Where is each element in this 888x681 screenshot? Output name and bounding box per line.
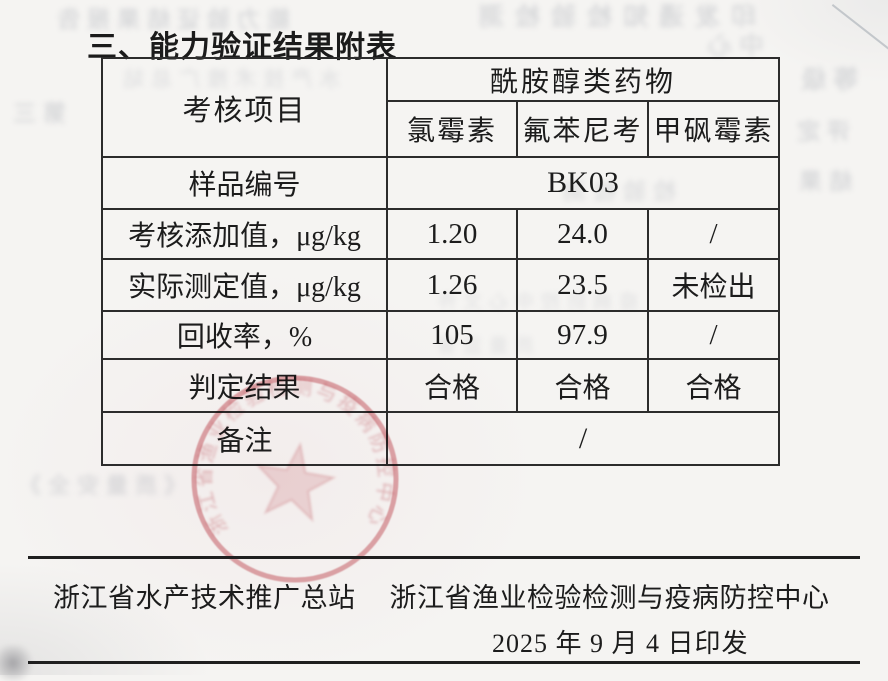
- row-label: 实际测定值，μg/kg: [103, 260, 388, 312]
- footer-organizations: 浙江省水产技术推广总站 浙江省渔业检验检测与疫病防控中心: [53, 576, 830, 615]
- table-cell: 105: [388, 312, 518, 360]
- table-cell: 1.20: [388, 210, 518, 260]
- table-cell: 24.0: [518, 210, 649, 260]
- bleedthrough-line: [831, 4, 888, 57]
- results-table: 考核项目 酰胺醇类药物 氯霉素 氟苯尼考 甲砜霉素 样品编号 BK03 考核添加…: [101, 57, 780, 466]
- table-cell: 合格: [649, 360, 778, 413]
- row-label: 回收率，%: [103, 312, 388, 360]
- table-cell: 97.9: [518, 312, 649, 360]
- footer-date: 2025 年 9 月 4 日印发: [492, 629, 749, 658]
- table-cell: 合格: [388, 360, 518, 413]
- row-label: 考核添加值，μg/kg: [103, 210, 388, 260]
- bleedthrough-text: 等级: [794, 67, 859, 94]
- table-cell: 23.5: [518, 260, 649, 312]
- table-cell: 未检出: [649, 260, 778, 312]
- footer-org-2: 浙江省渔业检验检测与疫病防控中心: [389, 583, 830, 613]
- table-column-header: 氯霉素: [388, 102, 518, 158]
- row-label: 备注: [103, 413, 388, 464]
- table-column-header: 甲砜霉素: [649, 102, 778, 158]
- table-cell: 合格: [518, 360, 649, 413]
- table-group-header: 酰胺醇类药物: [388, 59, 778, 102]
- bleedthrough-text: 评定: [790, 119, 850, 144]
- table-cell: /: [649, 312, 778, 360]
- table-cell: 1.26: [388, 260, 518, 312]
- row-label: 判定结果: [103, 360, 388, 413]
- row-label: 样品编号: [103, 158, 388, 210]
- footer-rule-top: [28, 556, 860, 559]
- table-cell: BK03: [388, 158, 778, 210]
- table-cell: /: [649, 210, 778, 260]
- table-corner-header: 考核项目: [103, 59, 388, 158]
- footer-org-1: 浙江省水产技术推广总站: [53, 583, 356, 613]
- bleedthrough-text: 第三: [6, 101, 66, 126]
- footer-rule-bottom: [28, 661, 860, 664]
- bleedthrough-text: 《质量安全》: [12, 473, 187, 498]
- table-cell: /: [578, 421, 588, 455]
- bleedthrough-text: 结果: [792, 169, 852, 194]
- bleedthrough-text: 印发通知检验检测: [468, 4, 757, 31]
- table-column-header: 氟苯尼考: [518, 102, 649, 158]
